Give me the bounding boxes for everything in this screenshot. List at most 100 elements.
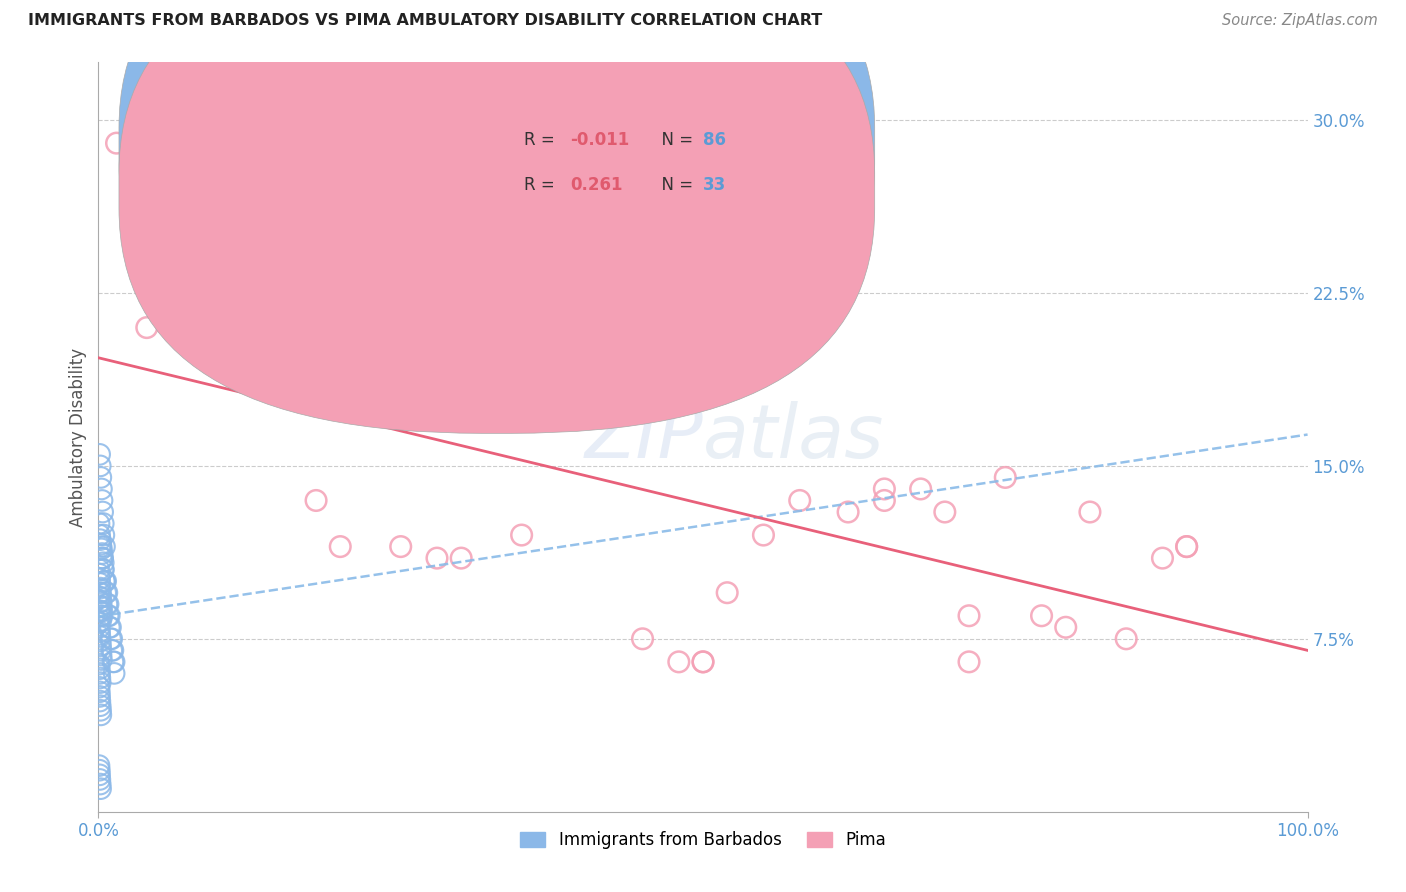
Point xyxy=(90,540,112,554)
Point xyxy=(90,703,112,717)
Point xyxy=(1115,632,1137,646)
Point xyxy=(89,447,111,461)
Point xyxy=(105,136,128,150)
FancyBboxPatch shape xyxy=(467,112,716,219)
Text: N =: N = xyxy=(651,130,699,149)
Point xyxy=(98,608,121,623)
Point xyxy=(91,563,114,577)
Point xyxy=(89,690,111,704)
Point xyxy=(957,608,980,623)
Point xyxy=(89,581,111,595)
Point xyxy=(103,655,125,669)
Point xyxy=(90,648,112,662)
Point xyxy=(89,694,111,708)
Point xyxy=(90,470,112,484)
Point xyxy=(837,505,859,519)
Point xyxy=(89,772,111,787)
Y-axis label: Ambulatory Disability: Ambulatory Disability xyxy=(69,348,87,526)
Point xyxy=(103,666,125,681)
Point xyxy=(90,585,112,599)
Legend: Immigrants from Barbados, Pima: Immigrants from Barbados, Pima xyxy=(513,824,893,855)
Point xyxy=(91,563,114,577)
Point xyxy=(100,632,122,646)
Point xyxy=(89,604,111,618)
Point xyxy=(813,285,835,300)
Point xyxy=(692,655,714,669)
Point xyxy=(89,777,111,791)
Point xyxy=(89,458,111,473)
Point xyxy=(89,675,111,690)
Point xyxy=(510,528,533,542)
Point xyxy=(135,320,157,334)
Point xyxy=(91,505,114,519)
Point xyxy=(93,574,115,589)
Point xyxy=(101,643,124,657)
Point xyxy=(94,585,117,599)
Point xyxy=(90,537,112,551)
Point xyxy=(100,643,122,657)
Point xyxy=(93,528,115,542)
Point xyxy=(89,634,111,648)
Point xyxy=(89,620,111,634)
Point xyxy=(98,620,121,634)
Point xyxy=(752,528,775,542)
Point xyxy=(90,781,112,796)
Point xyxy=(89,567,111,582)
Point xyxy=(87,563,110,577)
Point xyxy=(87,758,110,772)
Point xyxy=(90,482,112,496)
Point xyxy=(90,599,112,614)
Point xyxy=(89,698,111,713)
Point xyxy=(91,551,114,566)
Point xyxy=(1175,540,1198,554)
Point xyxy=(90,591,112,605)
Text: N =: N = xyxy=(651,176,699,194)
Point xyxy=(89,533,111,547)
Point xyxy=(90,643,112,657)
Point xyxy=(100,632,122,646)
Point xyxy=(426,551,449,566)
Point xyxy=(668,655,690,669)
Point xyxy=(91,547,114,561)
Text: ZIP: ZIP xyxy=(585,401,703,473)
Point xyxy=(89,685,111,699)
Point xyxy=(87,680,110,694)
Point xyxy=(90,613,112,627)
Point xyxy=(93,540,115,554)
Point xyxy=(1152,551,1174,566)
Point xyxy=(873,482,896,496)
Text: 0.261: 0.261 xyxy=(569,176,623,194)
Point xyxy=(89,768,111,782)
Point xyxy=(329,540,352,554)
Point xyxy=(1175,540,1198,554)
Text: 86: 86 xyxy=(703,130,725,149)
Point xyxy=(97,608,120,623)
Text: IMMIGRANTS FROM BARBADOS VS PIMA AMBULATORY DISABILITY CORRELATION CHART: IMMIGRANTS FROM BARBADOS VS PIMA AMBULAT… xyxy=(28,13,823,29)
Point xyxy=(87,657,110,672)
Point xyxy=(87,585,110,599)
Point xyxy=(89,666,111,681)
Point xyxy=(91,516,114,531)
Point xyxy=(91,556,114,570)
Point xyxy=(934,505,956,519)
Text: R =: R = xyxy=(524,176,565,194)
Text: -0.011: -0.011 xyxy=(569,130,630,149)
Point xyxy=(89,595,111,609)
Point xyxy=(873,493,896,508)
Point xyxy=(87,516,110,531)
Point xyxy=(90,639,112,653)
Point xyxy=(94,574,117,589)
Point xyxy=(89,591,111,605)
Point xyxy=(87,615,110,630)
Point xyxy=(89,572,111,586)
Point xyxy=(91,551,114,566)
Point xyxy=(1054,620,1077,634)
Point xyxy=(1031,608,1053,623)
Point xyxy=(89,576,111,591)
FancyBboxPatch shape xyxy=(120,0,875,388)
Point xyxy=(96,597,118,611)
Point xyxy=(450,551,472,566)
Point xyxy=(910,482,932,496)
Point xyxy=(93,574,115,589)
Point xyxy=(97,597,120,611)
